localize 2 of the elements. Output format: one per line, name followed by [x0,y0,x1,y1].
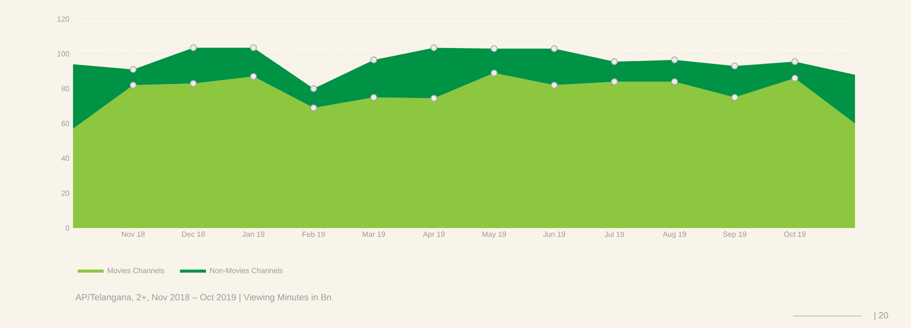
text: | 20 [874,312,888,320]
text: AP/Telangana, 2+, Nov 2018 – Oct 2019 | Viewing Minutes in Bn [76,294,332,302]
